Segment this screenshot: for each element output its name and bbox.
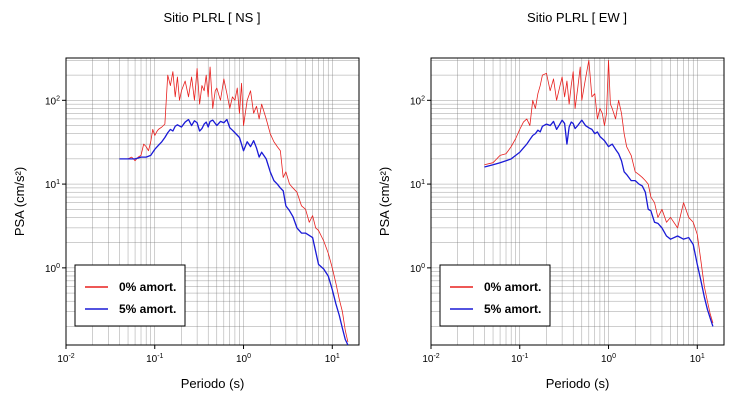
chart-panel-ns: 10-2 10-1 100 101 100 101 102 Sitio PLRL [ NS ]… (12, 10, 360, 391)
x-tick-label: 100 (236, 353, 251, 365)
x-tick-label: 101 (690, 353, 705, 365)
y-tick-label: 100 (45, 263, 60, 275)
legend-box (74, 264, 186, 327)
y-axis-label: PSA (cm/s²) (12, 167, 27, 236)
series-line-damping-0 (484, 59, 714, 324)
grid (430, 58, 725, 345)
legend-label: 5% amort. (119, 302, 176, 316)
legend-label: 0% amort. (119, 280, 176, 294)
series-line-damping-5 (119, 118, 349, 346)
y-axis-label: PSA (cm/s²) (377, 167, 392, 236)
x-axis-label: Periodo (s) (546, 376, 610, 391)
x-tick-label: 10-2 (422, 353, 439, 365)
plot-frame (430, 57, 725, 346)
legend-box (439, 264, 551, 327)
legend: 0% amort. 5% amort. (74, 264, 186, 327)
chart-title: Sitio PLRL [ EW ] (527, 10, 627, 25)
x-tick-label: 100 (601, 353, 616, 365)
x-tick-label: 10-1 (511, 353, 528, 365)
y-tick-label: 102 (45, 95, 60, 107)
y-tick-label: 100 (410, 263, 425, 275)
plot-frame (65, 57, 360, 346)
chart-panel-ew: 10-2 10-1 100 101 100 101 102 Sitio PLRL [ EW ]… (377, 10, 725, 391)
grid (65, 58, 360, 345)
legend-label: 5% amort. (484, 302, 541, 316)
x-axis-label: Periodo (s) (181, 376, 245, 391)
y-tick-label: 101 (410, 179, 425, 191)
x-tick-label: 10-2 (57, 353, 74, 365)
legend: 0% amort. 5% amort. (439, 264, 551, 327)
y-tick-label: 102 (410, 95, 425, 107)
y-tick-label: 101 (45, 179, 60, 191)
series-line-damping-0 (119, 66, 349, 343)
chart-title: Sitio PLRL [ NS ] (163, 10, 260, 25)
x-tick-label: 101 (325, 353, 340, 365)
x-tick-label: 10-1 (146, 353, 163, 365)
series-line-damping-5 (484, 119, 714, 327)
legend-label: 0% amort. (484, 280, 541, 294)
